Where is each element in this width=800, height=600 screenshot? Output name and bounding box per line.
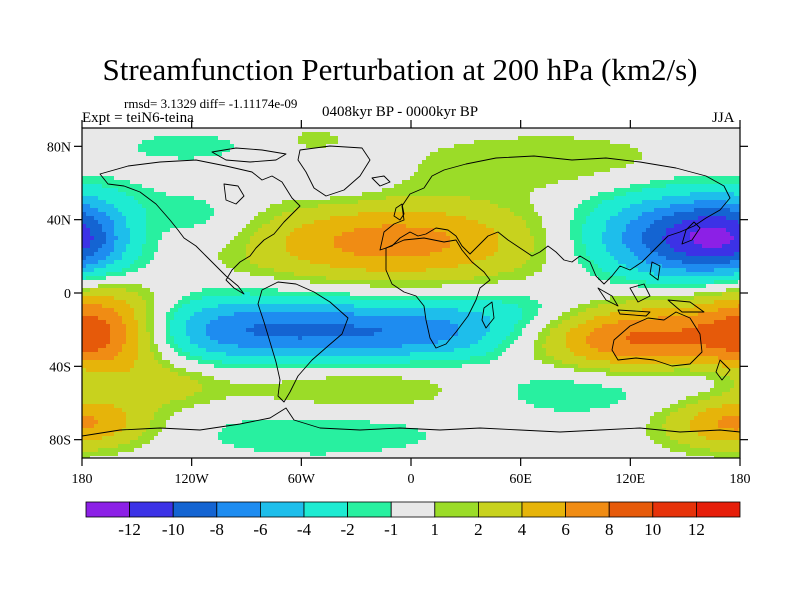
streamfunction-field — [82, 128, 740, 458]
colorbar-label: -8 — [210, 520, 224, 539]
coast-antarctica — [82, 407, 740, 437]
colorbar-label: -10 — [162, 520, 185, 539]
coast-arctic-islands — [211, 147, 287, 163]
lat-tick-label: 0 — [64, 287, 71, 302]
lat-tick-label: 40S — [49, 360, 71, 375]
colorbar-label: -12 — [118, 520, 141, 539]
colorbar-swatch — [521, 501, 566, 518]
lat-tick-label: 80N — [47, 140, 71, 155]
colorbar-swatch — [390, 501, 436, 518]
lon-tick-label: 0 — [408, 472, 415, 487]
colorbar-label: 10 — [644, 520, 661, 539]
colorbar-label: -6 — [253, 520, 267, 539]
colorbar-swatch — [652, 501, 697, 518]
coast-java — [617, 309, 651, 317]
coast-uk — [393, 203, 405, 221]
experiment-label: Expt = teiN6-teina — [82, 110, 194, 126]
coastlines — [82, 145, 740, 437]
colorbar-label: 12 — [688, 520, 705, 539]
coast-new-guinea — [667, 299, 705, 313]
colorbar-swatch — [303, 501, 348, 518]
colorbar-swatch — [172, 501, 218, 518]
coast-hudson-bay — [223, 183, 245, 205]
colorbar-label: -2 — [341, 520, 355, 539]
lon-tick-label: 120E — [616, 472, 646, 487]
coast-greenland — [297, 145, 371, 197]
colorbar-swatch — [477, 501, 523, 518]
lat-tick-label: 40N — [47, 214, 71, 229]
coast-borneo — [629, 283, 651, 303]
lat-tick-label: 80S — [49, 434, 71, 449]
colorbar-swatch — [434, 501, 479, 518]
colorbar-swatch — [216, 501, 261, 518]
coast-south-america — [257, 281, 349, 403]
colorbar-label: 6 — [561, 520, 570, 539]
colorbar-swatch — [347, 501, 392, 518]
colorbar-label: -1 — [384, 520, 398, 539]
colorbar-swatch — [85, 501, 130, 518]
colorbar: -12 -10 -8 -6 -4 -2 -1 1 2 4 6 8 10 12 — [85, 501, 741, 539]
coast-madagascar — [481, 301, 495, 329]
colorbar-label: 1 — [431, 520, 440, 539]
coast-africa — [385, 237, 491, 349]
lon-tick-label: 180 — [730, 472, 751, 487]
coast-north-america — [99, 159, 301, 295]
coast-eurasia — [379, 155, 731, 285]
period-label: 0408kyr BP - 0000kyr BP — [322, 104, 479, 120]
lon-tick-label: 60W — [288, 472, 316, 487]
season-label: JJA — [712, 110, 735, 126]
colorbar-swatch — [608, 501, 654, 518]
colorbar-label: 8 — [605, 520, 614, 539]
lon-tick-label: 180 — [72, 472, 93, 487]
coast-iceland — [371, 175, 391, 187]
chart-title: Streamfunction Perturbation at 200 hPa (… — [102, 52, 698, 87]
coast-australia — [611, 311, 703, 367]
colorbar-swatch — [259, 501, 305, 518]
map-axes: 80N 40N 0 40S 80S 180 120W 60W 0 60E 120E 180 — [47, 120, 751, 487]
lon-tick-label: 120W — [175, 472, 210, 487]
coast-new-zealand — [715, 359, 731, 381]
rmsd-stats: rmsd= 3.1329 diff= -1.11174e-09 — [124, 96, 298, 111]
colorbar-label: 2 — [474, 520, 483, 539]
coast-japan — [681, 221, 701, 245]
colorbar-swatch — [129, 501, 174, 518]
colorbar-swatch — [565, 501, 610, 518]
coast-philippines — [649, 261, 661, 281]
colorbar-label: 4 — [518, 520, 527, 539]
lon-tick-label: 60E — [509, 472, 532, 487]
colorbar-label: -4 — [297, 520, 312, 539]
coast-sumatra — [597, 287, 619, 307]
colorbar-swatch — [696, 501, 741, 518]
